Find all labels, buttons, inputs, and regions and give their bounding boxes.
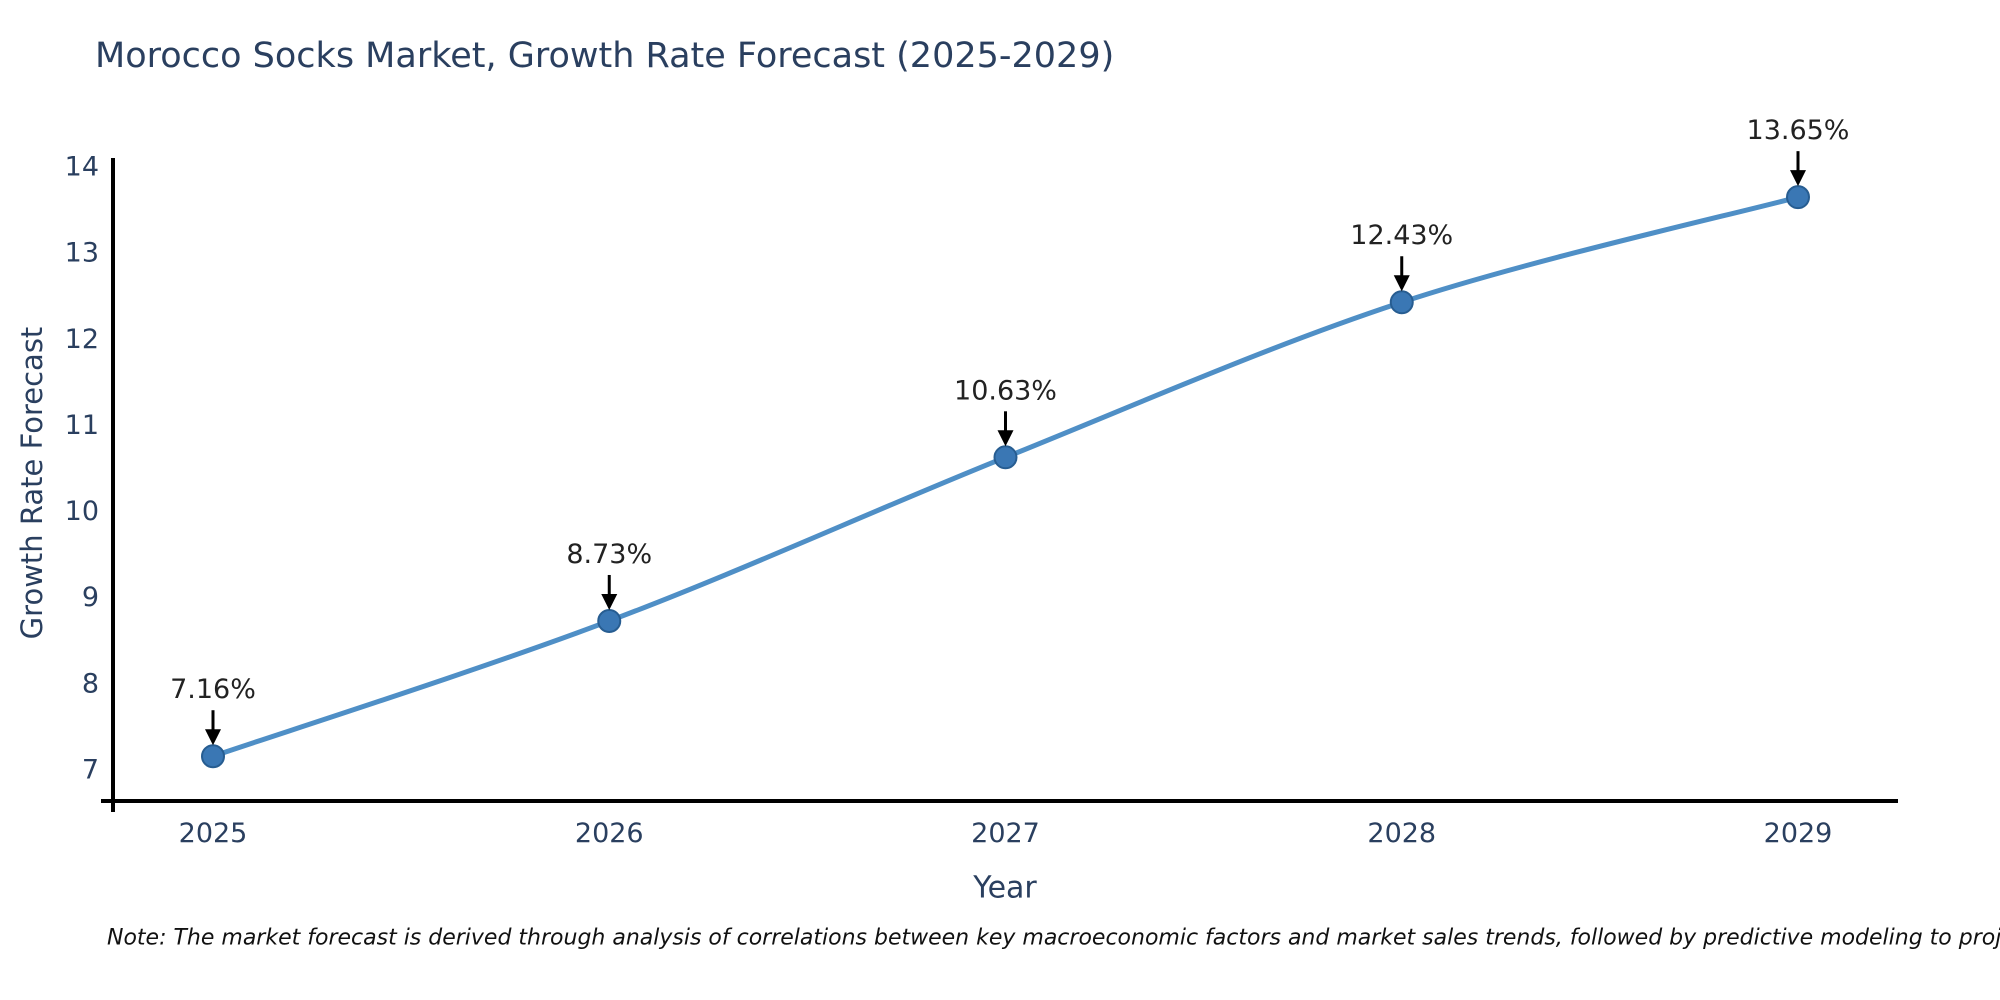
annotation-arrow-head [1393,275,1410,292]
chart-footnote: Note: The market forecast is derived thr… [107,925,2000,951]
data-point-label: 12.43% [1350,220,1453,251]
x-axis-title: Year [973,870,1037,906]
series-line [210,194,1801,759]
data-point-label: 7.16% [170,674,256,705]
data-point [1389,290,1414,315]
data-point [201,744,225,769]
y-tick-label: 13 [65,238,99,269]
y-tick-label: 7 [82,755,99,786]
y-tick-label: 8 [82,668,99,699]
x-tick-label: 2025 [179,818,248,849]
annotation-arrow-head [205,729,221,746]
data-point-label: 13.65% [1747,115,1850,146]
y-tick-label: 10 [65,496,99,527]
x-tick-label: 2028 [1367,818,1436,849]
y-tick-label: 14 [65,152,99,183]
data-point [1786,185,1810,210]
data-point-label: 8.73% [566,539,652,570]
chart-title: Morocco Socks Market, Growth Rate Foreca… [95,36,1115,76]
y-tick-label: 12 [65,324,99,355]
y-tick-label: 9 [82,582,99,613]
data-point-label: 10.63% [954,375,1057,406]
x-tick-label: 2026 [575,818,644,849]
x-tick-label: 2027 [971,818,1040,849]
annotation-arrow-head [1790,170,1806,187]
data-point [597,608,622,633]
annotation-arrow-head [997,430,1014,447]
data-point [993,445,1018,470]
y-tick-label: 11 [65,410,99,441]
annotation-arrow-head [601,593,618,610]
x-tick-label: 2029 [1764,818,1833,849]
